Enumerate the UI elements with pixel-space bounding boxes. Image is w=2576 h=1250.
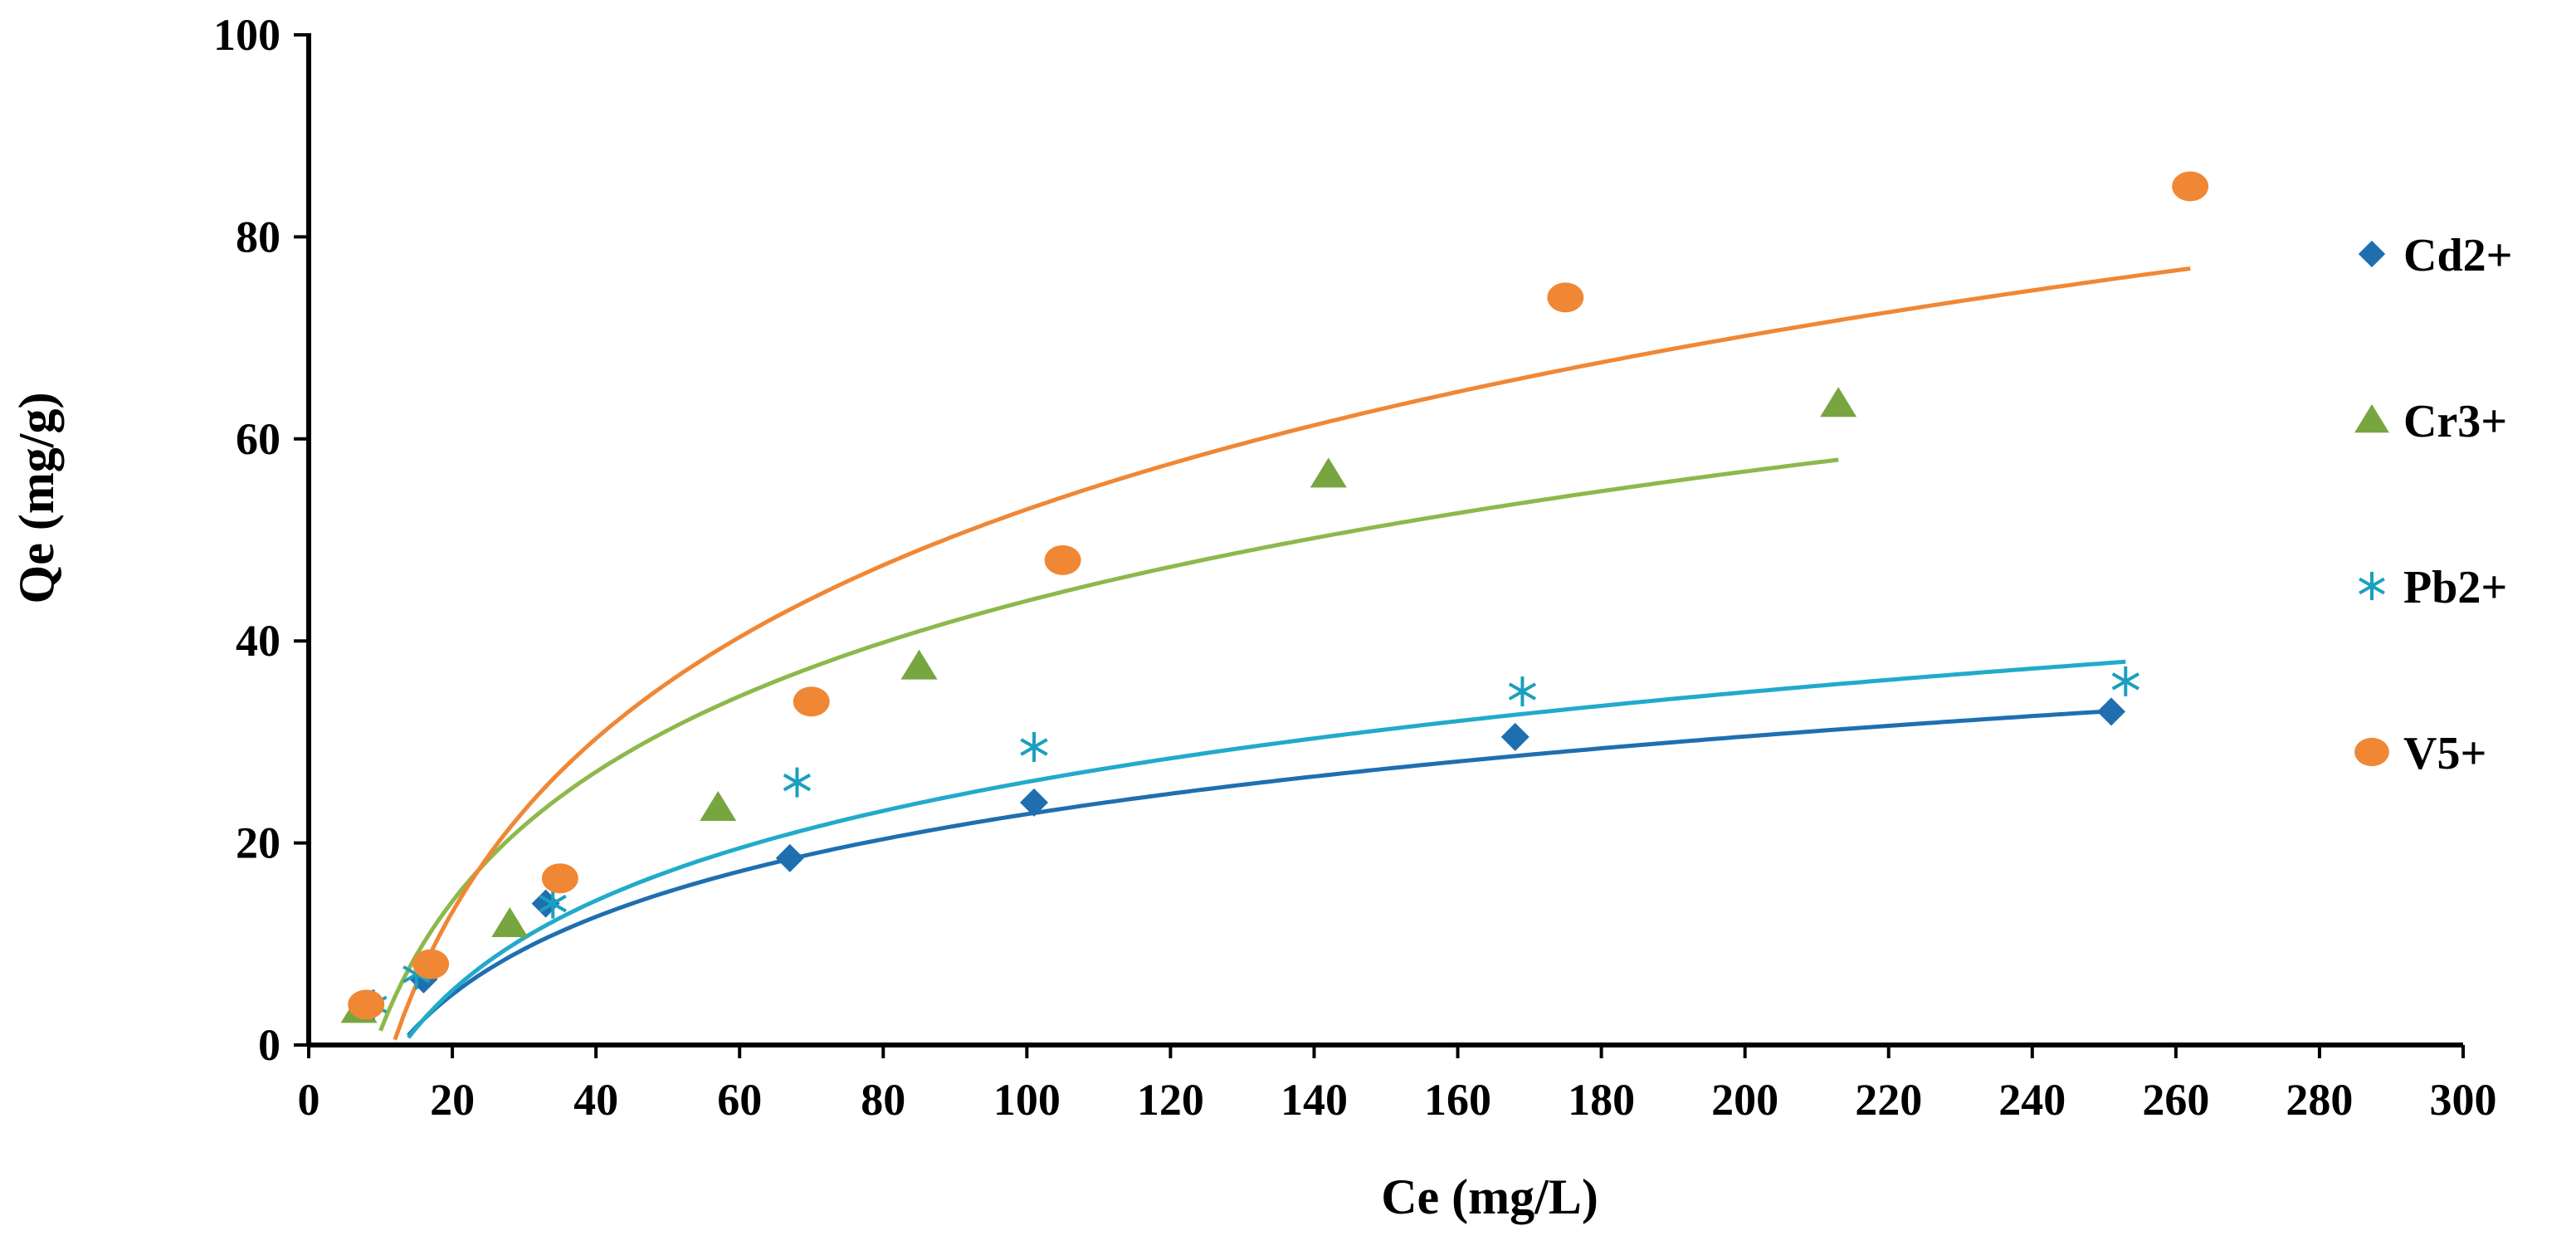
data-points bbox=[340, 171, 2209, 1023]
legend-marker-v5 bbox=[2354, 737, 2389, 767]
data-point-cd2 bbox=[1500, 722, 1530, 751]
x-axis-title: Ce (mg/L) bbox=[1381, 1169, 1598, 1224]
data-point-v5 bbox=[793, 686, 830, 717]
x-tick-label: 100 bbox=[993, 1075, 1061, 1125]
x-tick-label: 40 bbox=[573, 1075, 618, 1125]
x-tick-label: 120 bbox=[1137, 1075, 1204, 1125]
y-tick-label: 40 bbox=[236, 616, 281, 666]
y-tick-label: 60 bbox=[236, 414, 281, 464]
legend-label: V5+ bbox=[2403, 728, 2486, 779]
y-tick-label: 0 bbox=[258, 1020, 281, 1070]
data-point-pb2 bbox=[783, 767, 812, 798]
x-tick-label: 220 bbox=[1855, 1075, 1922, 1125]
data-point-pb2 bbox=[2111, 666, 2139, 696]
data-point-cd2 bbox=[1019, 788, 1048, 817]
y-tick-label: 20 bbox=[236, 818, 281, 868]
x-tick-label: 160 bbox=[1424, 1075, 1491, 1125]
fit-curve-v5 bbox=[393, 266, 2191, 1041]
x-tick-label: 280 bbox=[2286, 1075, 2353, 1125]
data-point-v5 bbox=[1044, 544, 1081, 575]
data-point-v5 bbox=[541, 863, 578, 894]
axes bbox=[294, 33, 2465, 1058]
legend-marker-cd2 bbox=[2358, 240, 2386, 268]
x-tick-label: 20 bbox=[430, 1075, 475, 1125]
y-tick-label: 80 bbox=[236, 212, 281, 261]
data-point-v5 bbox=[348, 989, 385, 1020]
x-tick-label: 140 bbox=[1281, 1075, 1348, 1125]
x-tick-label: 0 bbox=[298, 1075, 320, 1125]
legend: Cd2+ Cr3+ Pb2+ V5+ bbox=[2354, 230, 2513, 779]
x-tick-label: 260 bbox=[2142, 1075, 2209, 1125]
fit-curve-cr3 bbox=[378, 457, 1839, 1032]
legend-marker-pb2 bbox=[2359, 571, 2385, 601]
x-tick-label: 240 bbox=[1998, 1075, 2066, 1125]
data-point-cr3 bbox=[900, 649, 938, 680]
data-point-cd2 bbox=[775, 843, 804, 872]
y-tick-label: 100 bbox=[213, 10, 281, 60]
data-point-cr3 bbox=[1310, 457, 1347, 488]
x-tick-label: 180 bbox=[1568, 1075, 1635, 1125]
x-tick-label: 200 bbox=[1711, 1075, 1778, 1125]
data-point-v5 bbox=[1547, 282, 1584, 313]
tick-labels: 0 20 40 60 80 100 120 140 160 180 200 220 240 260 280 3… bbox=[213, 10, 2497, 1125]
data-point-cr3 bbox=[1820, 387, 1857, 417]
x-tick-label: 60 bbox=[717, 1075, 762, 1125]
legend-label: Cr3+ bbox=[2403, 396, 2507, 447]
legend-label: Cd2+ bbox=[2403, 230, 2513, 281]
data-point-cd2 bbox=[2096, 697, 2125, 726]
data-point-cr3 bbox=[491, 906, 529, 937]
y-axis-title: Qe (mg/g) bbox=[9, 393, 64, 604]
data-point-cr3 bbox=[700, 791, 737, 822]
x-tick-label: 80 bbox=[861, 1075, 905, 1125]
data-point-pb2 bbox=[539, 888, 567, 919]
fit-curve-pb2 bbox=[407, 659, 2126, 1039]
legend-marker-cr3 bbox=[2354, 404, 2389, 433]
fit-curve-cd2 bbox=[407, 708, 2119, 1038]
data-point-v5 bbox=[412, 949, 450, 979]
data-point-pb2 bbox=[1020, 731, 1048, 762]
data-point-v5 bbox=[2172, 171, 2209, 202]
fit-curves bbox=[378, 266, 2191, 1041]
x-tick-label: 300 bbox=[2430, 1075, 2497, 1125]
data-point-pb2 bbox=[1508, 676, 1537, 707]
legend-label: Pb2+ bbox=[2403, 562, 2507, 613]
